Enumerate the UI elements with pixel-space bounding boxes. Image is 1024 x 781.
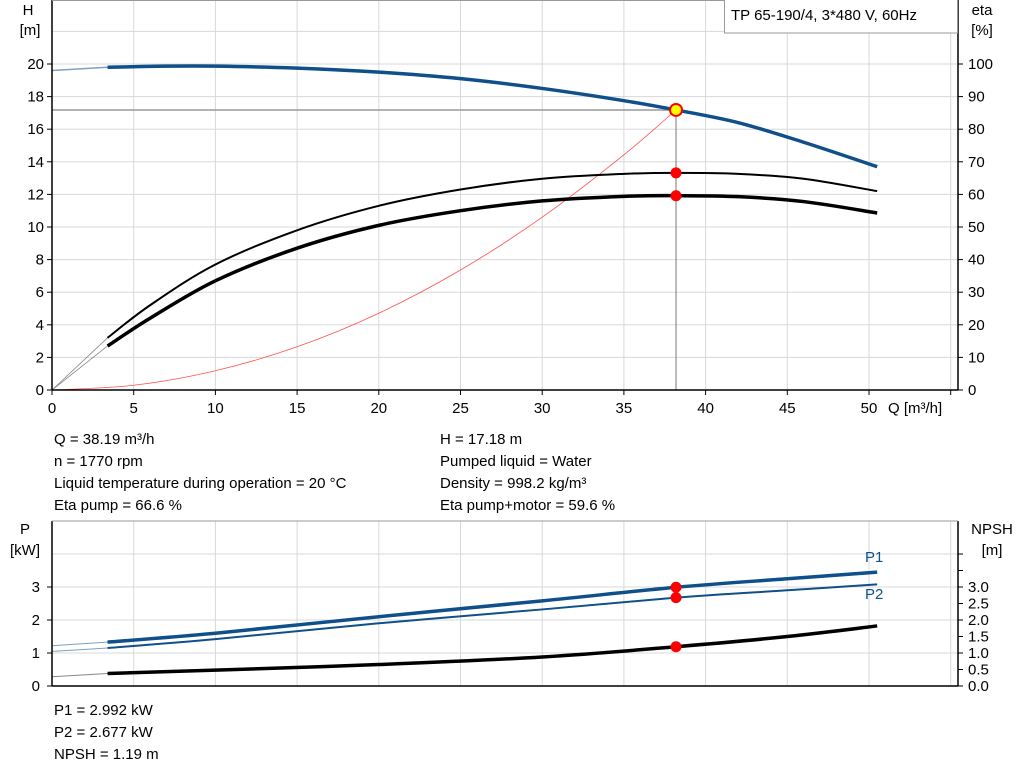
eta-tick-label: 40 <box>968 252 985 269</box>
info-p1: P1 = 2.992 kW <box>54 702 153 719</box>
h-tick-label: 14 <box>27 154 44 171</box>
h-tick-label: 2 <box>36 349 44 366</box>
p2-curve <box>107 583 878 650</box>
q-axis-label: Q [m³/h] <box>888 400 942 417</box>
info-head: H = 17.18 m <box>440 431 523 448</box>
p1-curve <box>107 570 878 644</box>
h-tick-label: 4 <box>36 317 44 334</box>
title-box-text: TP 65-190/4, 3*480 V, 60Hz <box>731 7 917 24</box>
info-left: Q = 38.19 m³/h n = 1770 rpm Liquid tempe… <box>54 429 346 517</box>
npsh-tick-label: 2.0 <box>968 612 989 629</box>
bottom-grid <box>52 521 958 686</box>
eta-tick-label: 80 <box>968 121 985 138</box>
p1-series-label: P1 <box>865 549 883 566</box>
eta-tick-label: 10 <box>968 349 985 366</box>
p2-series-label: P2 <box>865 586 883 603</box>
info-flow: Q = 38.19 m³/h <box>54 431 155 448</box>
head-curve <box>107 64 878 169</box>
axes: 0 5 10 15 20 25 30 35 40 45 5002468101214161820010… <box>27 0 993 695</box>
eta-axis-label-2: [%] <box>971 22 993 39</box>
top-grid <box>52 0 958 390</box>
h-tick-label: 6 <box>36 284 44 301</box>
info-eta-total: Eta pump+motor = 59.6 % <box>440 497 616 514</box>
h-tick-label: 16 <box>27 121 44 138</box>
h-axis-label-1: H <box>23 2 34 19</box>
eta-pump-extension <box>51 337 108 391</box>
eta-tick-label: 50 <box>968 219 985 236</box>
npsh-tick-label: 2.5 <box>968 596 989 613</box>
p-tick-label: 1 <box>32 645 40 662</box>
q-tick-label: 20 <box>370 400 387 417</box>
p1-duty-point <box>670 581 682 593</box>
q-tick-label: 35 <box>616 400 633 417</box>
info-density: Density = 998.2 kg/m³ <box>440 475 587 492</box>
q-tick-label: 45 <box>779 400 796 417</box>
axis-labels: H [m] eta [%] Q [m³/h] P [kW] NPSH [m] P… <box>10 2 1013 603</box>
q-tick-label: 50 <box>861 400 878 417</box>
p2-duty-point <box>670 592 682 604</box>
eta-tick-label: 90 <box>968 89 985 106</box>
q-tick-label: 5 <box>130 400 138 417</box>
h-tick-label: 10 <box>27 219 44 236</box>
p-tick-label: 2 <box>32 612 40 629</box>
q-tick-label: 0 <box>48 400 56 417</box>
eta-axis-label-1: eta <box>972 2 994 19</box>
eta-pump-curve <box>106 171 878 339</box>
eta-total-extension <box>51 345 108 391</box>
eta-total-duty-point <box>670 190 682 202</box>
head-curve-extension <box>51 66 108 72</box>
info-eta-pump: Eta pump = 66.6 % <box>54 497 182 514</box>
q-tick-label: 15 <box>289 400 306 417</box>
h-axis-label-2: [m] <box>20 22 41 39</box>
h-tick-label: 18 <box>27 89 44 106</box>
info-p2: P2 = 2.677 kW <box>54 724 153 741</box>
npsh-tick-label: 1.5 <box>968 629 989 646</box>
eta-tick-label: 100 <box>968 56 993 73</box>
eta-tick-label: 70 <box>968 154 985 171</box>
eta-pump-motor-curve <box>106 193 878 348</box>
info-speed: n = 1770 rpm <box>54 453 143 470</box>
info-bottom: P1 = 2.992 kW P2 = 2.677 kW NPSH = 1.19 … <box>54 700 159 766</box>
q-tick-label: 40 <box>697 400 714 417</box>
p1-curve-extension <box>51 641 108 647</box>
h-tick-label: 0 <box>36 382 44 399</box>
curves <box>51 64 878 678</box>
npsh-tick-label: 1.0 <box>968 645 989 662</box>
npsh-duty-point <box>670 641 682 653</box>
q-tick-label: 30 <box>534 400 551 417</box>
npsh-tick-label: 0.0 <box>968 678 989 695</box>
info-right: H = 17.18 m Pumped liquid = Water Densit… <box>440 429 615 517</box>
npsh-axis-label-1: NPSH <box>971 521 1013 538</box>
npsh-axis-label-2: [m] <box>982 542 1003 559</box>
head-duty-point <box>669 102 684 117</box>
q-tick-label: 25 <box>452 400 469 417</box>
p2-curve-extension <box>51 647 108 652</box>
eta-tick-label: 20 <box>968 317 985 334</box>
h-tick-label: 12 <box>27 186 44 203</box>
title-box: TP 65-190/4, 3*480 V, 60Hz <box>724 0 958 34</box>
q-tick-label: 10 <box>207 400 224 417</box>
eta-pump-duty-point <box>670 167 682 179</box>
eta-tick-label: 0 <box>968 382 976 399</box>
h-tick-label: 8 <box>36 252 44 269</box>
info-liquid-temp: Liquid temperature during operation = 20… <box>54 475 347 492</box>
system-curve <box>51 109 677 391</box>
info-liquid: Pumped liquid = Water <box>440 453 592 470</box>
p-tick-label: 3 <box>32 579 40 596</box>
npsh-curve-extension <box>51 672 108 678</box>
p-axis-label-1: P <box>20 521 30 538</box>
h-tick-label: 20 <box>27 56 44 73</box>
p-axis-label-2: [kW] <box>10 542 40 559</box>
p-tick-label: 0 <box>32 678 40 695</box>
info-npsh: NPSH = 1.19 m <box>54 746 159 763</box>
eta-tick-label: 30 <box>968 284 985 301</box>
npsh-tick-label: 0.5 <box>968 662 989 679</box>
npsh-tick-label: 3.0 <box>968 579 989 596</box>
npsh-curve <box>107 624 878 676</box>
eta-tick-label: 60 <box>968 186 985 203</box>
